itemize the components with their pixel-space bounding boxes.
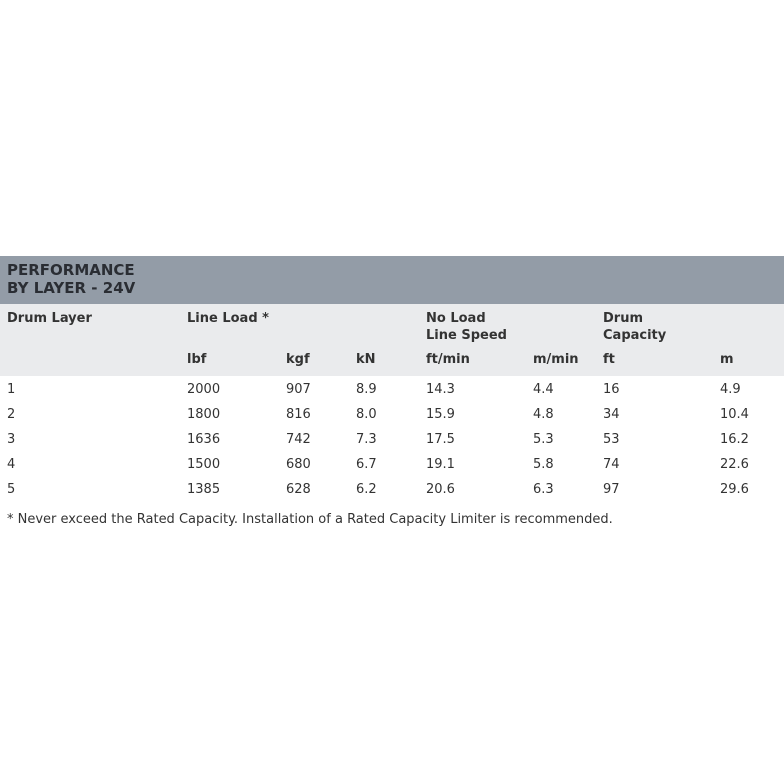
title-line-1: PERFORMANCE xyxy=(7,261,135,279)
table-cell: 22.6 xyxy=(720,457,749,472)
table-cell: 97 xyxy=(603,482,620,497)
table-cell: 16.2 xyxy=(720,432,749,447)
table-cell: 16 xyxy=(603,382,620,397)
table-cell: 29.6 xyxy=(720,482,749,497)
table-title: PERFORMANCE BY LAYER - 24V xyxy=(7,261,135,297)
unit-header: kN xyxy=(356,352,376,367)
unit-header: ft/min xyxy=(426,352,470,367)
table-cell: 74 xyxy=(603,457,620,472)
header-drum-capacity-2: Capacity xyxy=(603,328,667,343)
table-cell: 6.7 xyxy=(356,457,377,472)
unit-header: lbf xyxy=(187,352,207,367)
table-cell: 15.9 xyxy=(426,407,455,422)
table-cell: 1500 xyxy=(187,457,221,472)
table-cell: 17.5 xyxy=(426,432,455,447)
table-cell: 628 xyxy=(286,482,311,497)
table-cell: 34 xyxy=(603,407,620,422)
table-cell: 4.9 xyxy=(720,382,741,397)
table-cell: 6.3 xyxy=(533,482,554,497)
table-cell: 7.3 xyxy=(356,432,377,447)
table-cell: 2 xyxy=(7,407,16,422)
unit-header: kgf xyxy=(286,352,310,367)
table-cell: 1 xyxy=(7,382,16,397)
table-cell: 4.8 xyxy=(533,407,554,422)
table-cell: 1800 xyxy=(187,407,221,422)
table-cell: 5.3 xyxy=(533,432,554,447)
table-cell: 8.9 xyxy=(356,382,377,397)
table-cell: 8.0 xyxy=(356,407,377,422)
table-cell: 742 xyxy=(286,432,311,447)
table-cell: 2000 xyxy=(187,382,221,397)
table-cell: 10.4 xyxy=(720,407,749,422)
table-title-bar: PERFORMANCE BY LAYER - 24V xyxy=(0,256,784,304)
header-drum-layer: Drum Layer xyxy=(7,311,92,326)
header-drum-capacity-1: Drum xyxy=(603,311,644,326)
header-no-load-2: Line Speed xyxy=(426,328,507,343)
header-line-load: Line Load * xyxy=(187,311,269,326)
table-cell: 3 xyxy=(7,432,16,447)
table-cell: 14.3 xyxy=(426,382,455,397)
table-cell: 680 xyxy=(286,457,311,472)
table-cell: 5.8 xyxy=(533,457,554,472)
unit-header: ft xyxy=(603,352,615,367)
table-cell: 5 xyxy=(7,482,16,497)
table-cell: 20.6 xyxy=(426,482,455,497)
title-line-2: BY LAYER - 24V xyxy=(7,279,136,297)
table-cell: 4.4 xyxy=(533,382,554,397)
table-cell: 907 xyxy=(286,382,311,397)
header-no-load-1: No Load xyxy=(426,311,486,326)
table-cell: 4 xyxy=(7,457,16,472)
table-cell: 816 xyxy=(286,407,311,422)
table-cell: 6.2 xyxy=(356,482,377,497)
unit-header: m/min xyxy=(533,352,579,367)
unit-header: m xyxy=(720,352,734,367)
table-header: Drum Layer Line Load * No Load Line Spee… xyxy=(0,304,784,376)
table-cell: 53 xyxy=(603,432,620,447)
table-cell: 1636 xyxy=(187,432,221,447)
table-cell: 19.1 xyxy=(426,457,455,472)
footnote: * Never exceed the Rated Capacity. Insta… xyxy=(7,512,613,527)
table-cell: 1385 xyxy=(187,482,221,497)
